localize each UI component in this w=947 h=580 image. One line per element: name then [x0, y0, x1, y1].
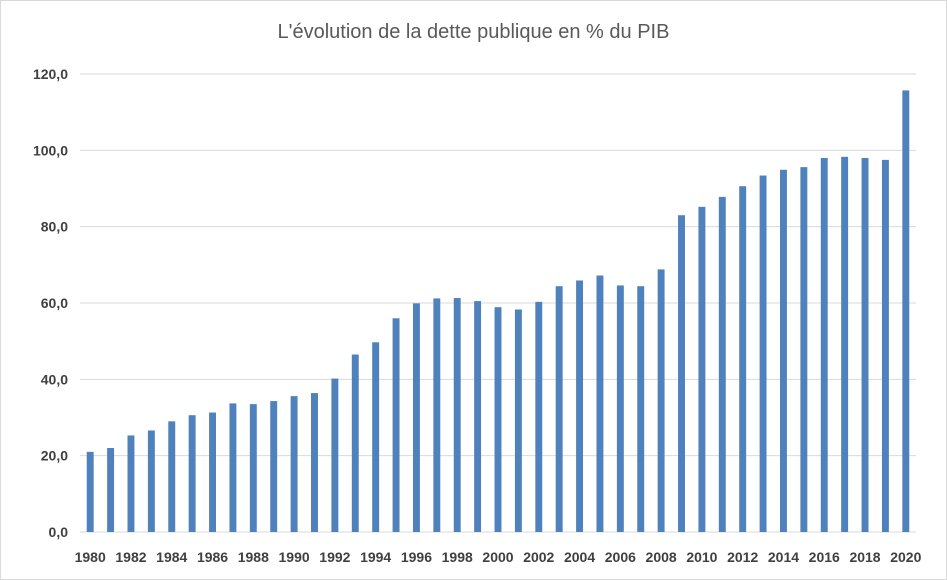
x-tick-label: 2004 [564, 549, 595, 565]
y-tick-label: 40,0 [41, 371, 68, 387]
y-axis-ticks: 0,0 20,0 40,0 60,0 80,0 100,0 120,0 [33, 66, 68, 540]
bar-1984 [168, 421, 176, 532]
y-tick-label: 0,0 [49, 524, 69, 540]
x-tick-label: 2010 [686, 549, 717, 565]
x-tick-label: 1982 [115, 549, 146, 565]
x-tick-label: 2014 [768, 549, 799, 565]
x-tick-label: 2008 [646, 549, 677, 565]
bar-2005 [596, 275, 604, 532]
bar-2007 [637, 286, 645, 532]
bar-1982 [127, 435, 135, 532]
bar-2006 [616, 285, 624, 532]
bar-2009 [678, 215, 685, 532]
x-tick-label: 2000 [482, 549, 513, 565]
bar-1983 [147, 430, 155, 532]
x-tick-label: 1994 [360, 549, 391, 565]
y-tick-label: 20,0 [41, 448, 68, 464]
y-tick-label: 100,0 [33, 142, 68, 158]
bar-2018 [861, 157, 869, 532]
x-tick-label: 2018 [849, 549, 880, 565]
bar-2016 [820, 157, 828, 532]
y-tick-label: 80,0 [41, 219, 68, 235]
x-tick-label: 1988 [238, 549, 269, 565]
x-tick-label: 1996 [401, 549, 432, 565]
bar-2004 [576, 280, 584, 532]
bar-1988 [249, 404, 257, 532]
bar-1998 [453, 298, 461, 532]
bar-2020 [902, 90, 910, 532]
x-tick-label: 2002 [523, 549, 554, 565]
x-tick-label: 2012 [727, 549, 758, 565]
bar-1981 [107, 448, 115, 532]
x-tick-label: 1992 [319, 549, 350, 565]
bar-1997 [433, 298, 441, 532]
x-tick-label: 1990 [279, 549, 310, 565]
x-tick-label: 1986 [197, 549, 228, 565]
x-tick-label: 2020 [890, 549, 921, 565]
bars [86, 90, 910, 533]
bar-1995 [392, 318, 400, 532]
y-tick-label: 60,0 [41, 295, 68, 311]
x-tick-label: 2006 [605, 549, 636, 565]
bar-1994 [372, 342, 380, 532]
x-axis-ticks: 1980 1982 1984 1986 1988 1990 1992 1994 1996 1998… [75, 549, 922, 565]
x-tick-label: 1998 [442, 549, 473, 565]
bar-2012 [739, 186, 747, 532]
bar-2015 [800, 167, 808, 533]
bar-1980 [86, 451, 94, 532]
bar-1991 [311, 393, 318, 532]
x-tick-label: 1980 [75, 549, 106, 565]
bar-2017 [841, 156, 849, 533]
bar-1990 [290, 396, 298, 532]
bar-2014 [779, 169, 787, 532]
bar-2010 [698, 206, 706, 532]
bar-2008 [657, 269, 665, 532]
bar-2000 [494, 307, 502, 532]
bar-2019 [881, 159, 889, 532]
bar-1986 [209, 412, 217, 532]
bar-1987 [229, 403, 237, 532]
y-tick-label: 120,0 [33, 66, 68, 82]
bar-1999 [474, 301, 482, 532]
bar-1993 [351, 354, 359, 532]
bar-1996 [412, 303, 420, 532]
bar-1985 [188, 415, 196, 532]
bar-2013 [759, 175, 767, 533]
bar-1992 [331, 378, 339, 532]
bar-2011 [718, 196, 726, 532]
chart-title: L'évolution de la dette publique en % du… [277, 21, 670, 43]
x-tick-label: 2016 [809, 549, 840, 565]
bar-2002 [535, 301, 543, 532]
bar-1989 [270, 401, 278, 532]
bar-2003 [555, 286, 563, 532]
x-tick-label: 1984 [156, 549, 187, 565]
bar-2001 [514, 309, 522, 532]
